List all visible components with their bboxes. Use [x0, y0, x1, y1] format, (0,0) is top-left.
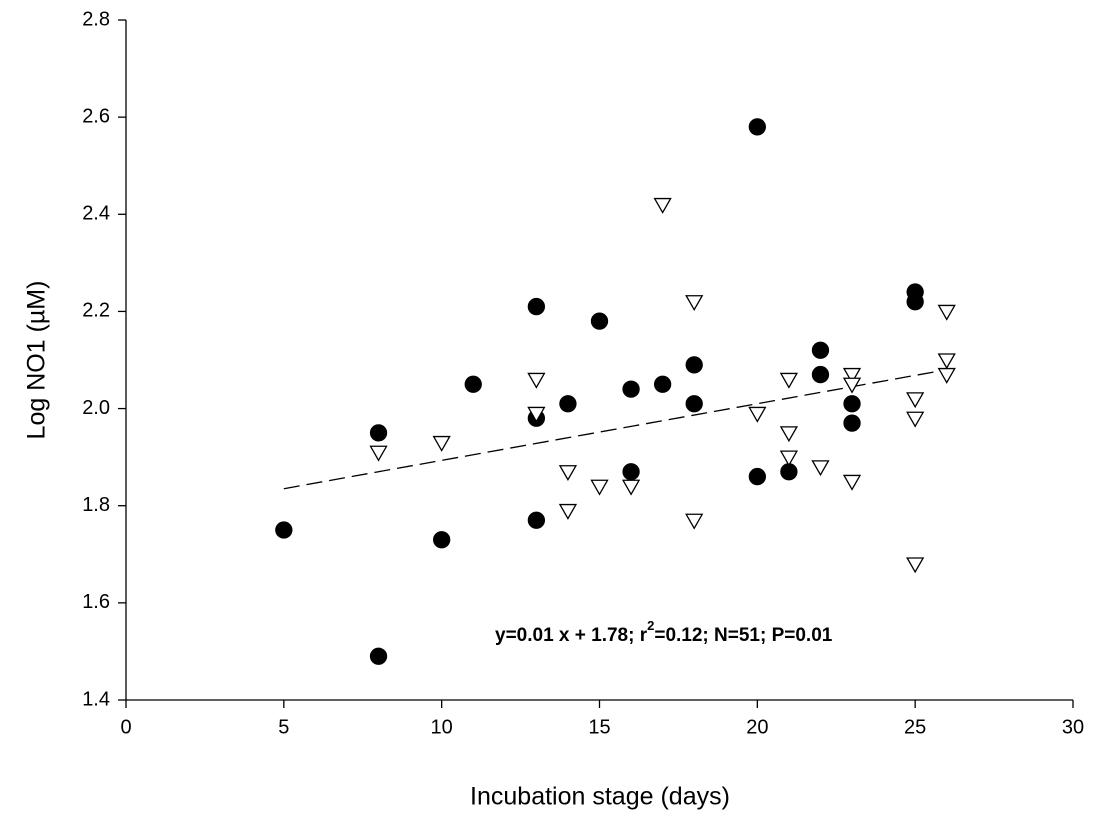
x-tick-label: 5 [278, 716, 289, 738]
point [842, 474, 862, 491]
point [748, 467, 766, 486]
point [464, 375, 482, 393]
y-tick-label: 1.8 [82, 494, 110, 516]
point [527, 511, 546, 529]
point [527, 406, 546, 423]
point [621, 479, 641, 496]
y-tick-label: 1.4 [82, 688, 110, 710]
point [685, 513, 704, 530]
annotation-part: =0.12; N=51; P=0.01 [654, 625, 832, 646]
y-tick-label: 1.6 [82, 591, 110, 613]
x-axis-label: Incubation stage (days) [470, 783, 730, 811]
y-tick-label: 2.6 [82, 105, 110, 127]
point [590, 312, 609, 330]
x-tick-label: 15 [588, 716, 610, 738]
point [811, 341, 830, 359]
point [779, 450, 799, 467]
point [842, 377, 862, 394]
annotation-part: y=0.01 x + 1.78; r [495, 625, 648, 646]
point [748, 406, 767, 423]
x-tick-label: 30 [1062, 716, 1084, 738]
point [527, 297, 546, 316]
point [433, 531, 451, 549]
point [811, 460, 830, 477]
annotation: y=0.01 x + 1.78; r2=0.12; N=51; P=0.01 [495, 618, 833, 646]
point [779, 372, 799, 389]
point [369, 424, 388, 442]
point [275, 521, 293, 539]
x-tick-label: 0 [120, 716, 131, 738]
point [937, 367, 956, 384]
point [685, 295, 704, 312]
point [779, 426, 799, 443]
point [906, 411, 925, 428]
point [843, 414, 861, 432]
point [558, 503, 578, 520]
point [369, 445, 388, 462]
y-tick-label: 2.2 [82, 300, 110, 322]
point [590, 479, 609, 496]
trend-line [283, 369, 947, 490]
point [685, 356, 703, 374]
y-tick-label: 2.8 [82, 8, 110, 30]
point [937, 304, 956, 321]
point [843, 395, 861, 413]
point [842, 367, 862, 384]
point [369, 647, 388, 665]
point [559, 395, 577, 413]
x-tick-label: 20 [746, 716, 768, 738]
point [653, 375, 672, 393]
point [937, 353, 956, 370]
point [811, 365, 830, 384]
point [906, 557, 925, 574]
point [622, 380, 640, 398]
x-tick-label: 25 [904, 716, 926, 738]
point [622, 463, 640, 481]
y-axis-label: Log NO1 (µM) [23, 281, 51, 440]
point [906, 293, 924, 311]
point [653, 197, 672, 214]
x-tick-label: 10 [431, 716, 453, 738]
annotation-superscript: 2 [647, 618, 654, 633]
point [558, 465, 578, 482]
point [906, 392, 925, 409]
point [432, 435, 451, 452]
y-tick-label: 2.0 [82, 397, 110, 419]
point [527, 372, 546, 389]
y-tick-label: 2.4 [82, 203, 110, 225]
point [685, 395, 703, 413]
point [748, 118, 766, 136]
